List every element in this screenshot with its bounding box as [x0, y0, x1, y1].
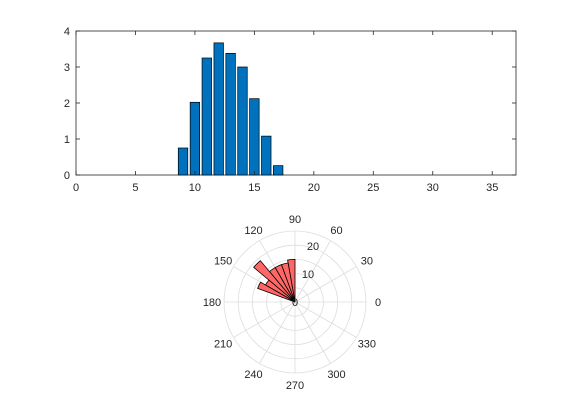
- y-tick-label: 3: [64, 62, 70, 74]
- bar: [177, 147, 189, 176]
- polar-angle-label: 120: [244, 225, 262, 237]
- polar-angle-label: 180: [203, 297, 221, 309]
- y-tick-label: 1: [64, 134, 70, 146]
- y-tick-label: 0: [64, 170, 70, 182]
- polar-wedge: [253, 260, 296, 303]
- polar-angle-label: 300: [327, 369, 345, 381]
- x-tick-label: 20: [308, 182, 320, 194]
- x-tick-label: 25: [367, 182, 379, 194]
- polar-angle-label: 0: [375, 297, 381, 309]
- x-tick-label: 5: [132, 182, 138, 194]
- bar: [237, 66, 248, 176]
- bar: [201, 57, 212, 176]
- polar-histogram: 0 30 60 90 120 150 180 210 240 270 300 330 10 20 0: [203, 214, 381, 392]
- y-tick-label: 4: [64, 26, 70, 38]
- polar-grid-spoke: [233, 301, 296, 338]
- polar-wedge: [257, 281, 296, 303]
- polar-grid-spoke: [259, 301, 296, 364]
- x-tick-label: 30: [427, 182, 439, 194]
- polar-radius-label: 0: [292, 297, 298, 309]
- polar-angle-label: 150: [214, 256, 232, 268]
- x-tick-label: 0: [73, 182, 79, 194]
- bar: [249, 98, 260, 176]
- x-tick-label: 10: [189, 182, 201, 194]
- polar-grid-spoke: [294, 301, 357, 338]
- polar-angle-label: 330: [358, 339, 376, 351]
- polar-angle-label: 90: [289, 214, 301, 226]
- polar-angle-label: 30: [361, 256, 373, 268]
- x-tick-label: 35: [486, 182, 498, 194]
- polar-angle-label: 240: [244, 369, 262, 381]
- polar-angle-label: 270: [286, 380, 304, 392]
- bar: [213, 42, 224, 176]
- bar: [225, 52, 236, 176]
- polar-angle-label: 60: [330, 225, 342, 237]
- polar-grid-spoke: [294, 240, 331, 303]
- x-tick-label: 15: [248, 182, 260, 194]
- bar-chart: 0 5 10 15 20 25 30 35 0 1 2 3 4: [64, 26, 517, 194]
- polar-grid-spoke: [294, 301, 331, 364]
- bar: [189, 101, 201, 176]
- bar: [261, 135, 272, 176]
- polar-radius-label: 10: [302, 269, 314, 281]
- y-tick-label: 2: [64, 98, 70, 110]
- polar-grid-spoke: [294, 266, 357, 303]
- bar-axes-box: [75, 30, 517, 176]
- bar: [273, 165, 284, 176]
- polar-angle-label: 210: [214, 339, 232, 351]
- polar-radius-label: 20: [307, 241, 319, 253]
